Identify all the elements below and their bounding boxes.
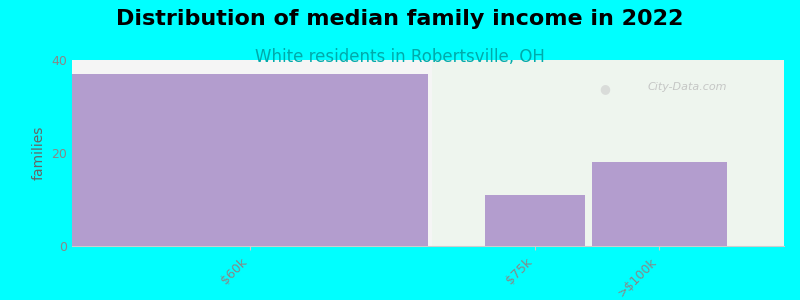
Bar — [485, 195, 585, 246]
Text: White residents in Robertsville, OH: White residents in Robertsville, OH — [255, 48, 545, 66]
Bar — [431, 60, 784, 246]
Text: Distribution of median family income in 2022: Distribution of median family income in … — [116, 9, 684, 29]
Bar — [72, 60, 431, 246]
Bar — [592, 162, 727, 246]
Text: ●: ● — [599, 82, 610, 95]
Y-axis label: families: families — [32, 126, 46, 180]
Text: City-Data.com: City-Data.com — [647, 82, 727, 92]
Bar — [72, 74, 428, 246]
